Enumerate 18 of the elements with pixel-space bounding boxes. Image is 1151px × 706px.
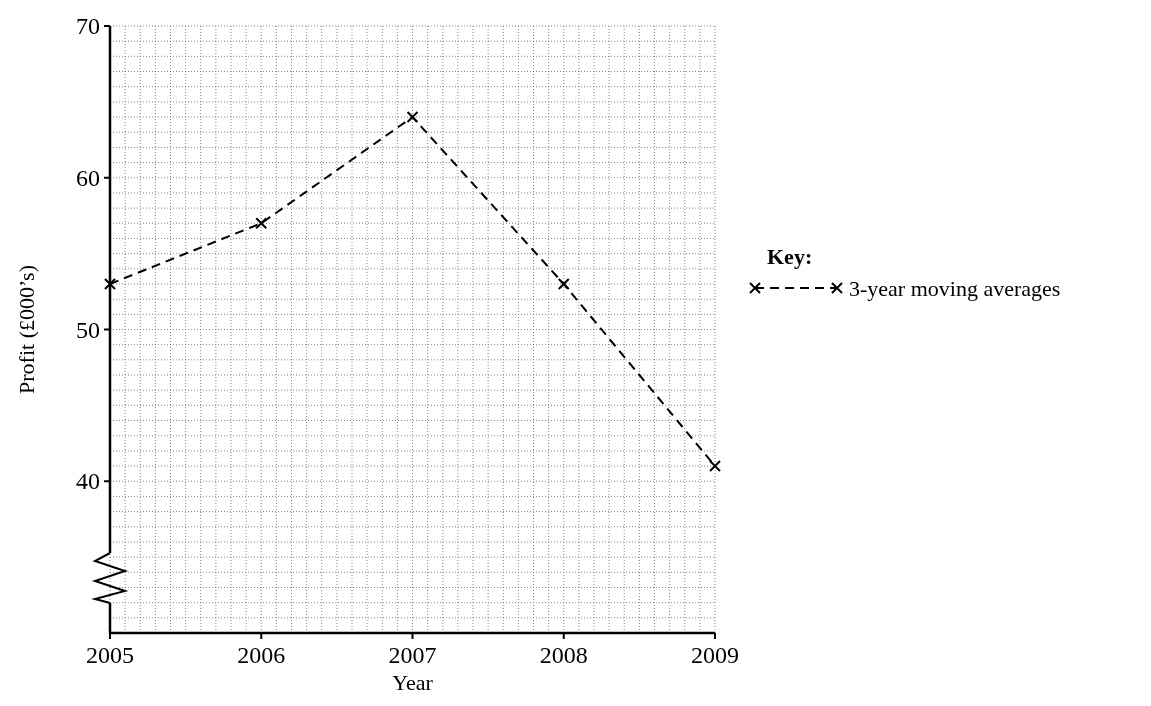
legend-title: Key: [767, 244, 813, 269]
x-tick-label: 2006 [237, 642, 286, 668]
point [709, 460, 721, 473]
point [557, 277, 570, 290]
point [104, 277, 116, 290]
x-tick-label: 2007 [388, 642, 437, 668]
x-tick-label: 2008 [539, 642, 588, 668]
point [255, 217, 268, 230]
y-tick-label: 50 [76, 316, 100, 343]
y-tick-label: 40 [76, 468, 100, 495]
x-tick-label: 2005 [86, 642, 134, 668]
y-tick-label: 60 [76, 164, 100, 191]
x-tick-label: 2009 [691, 642, 739, 668]
y-axis-title: Profit (£000’s) [14, 265, 39, 394]
y-tick-label: 70 [76, 13, 100, 39]
x-axis-title: Year [392, 670, 434, 695]
legend-label: 3-year moving averages [849, 276, 1061, 301]
point [406, 111, 419, 124]
